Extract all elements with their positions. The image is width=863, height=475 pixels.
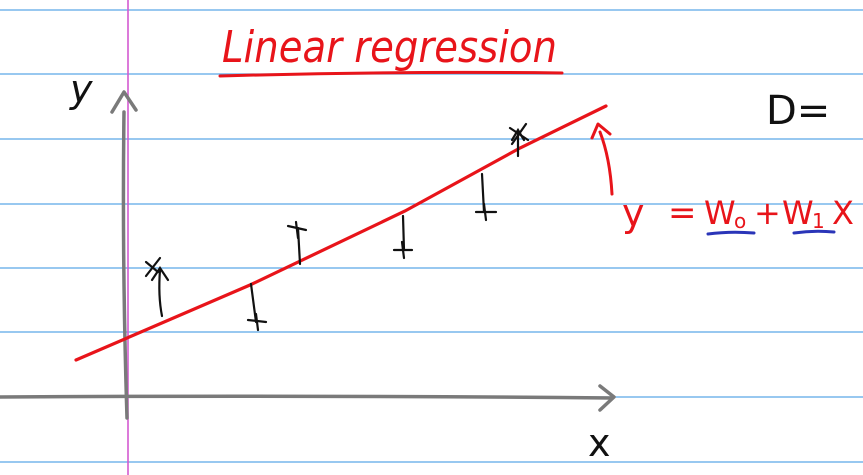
y-axis-arrowhead [110,90,138,114]
dataset-label: D= [766,88,830,134]
residual-arrow [150,266,170,318]
data-point-marker [144,256,162,278]
equation-plus: + [754,194,781,232]
data-point-marker [474,202,498,222]
equation-y: y [622,191,645,235]
equation-w1: W [782,194,814,232]
w1-underline [792,229,836,235]
y-axis [110,90,138,420]
equation-w0: W [704,194,736,232]
equation-x: X [832,194,854,232]
title-text: Linear regression [222,22,557,73]
data-points [144,122,530,332]
y-axis-label: y [69,67,93,111]
title-group: Linear regression [218,22,564,78]
title-underline [218,70,564,78]
x-axis-arrowhead [598,384,616,412]
equation-w0-subscript: o [734,209,746,233]
residual-arrow [510,127,526,158]
equation-w1-subscript: 1 [812,209,825,233]
x-axis-line [0,394,614,400]
ruled-lines [0,9,863,463]
data-point-marker [286,220,308,240]
y-axis-line [121,110,129,420]
w0-underline [706,230,756,236]
residual-bar [249,282,258,324]
x-axis-label: x [588,421,611,465]
residual-bar [401,214,406,252]
equation: y = W o + W 1 X [622,191,854,236]
equation-equals: = [668,193,697,233]
regression-line [74,104,608,362]
residual-bar [296,226,302,266]
residual-bar [480,172,486,214]
annotation-arrow [590,122,614,196]
x-axis [0,384,616,412]
